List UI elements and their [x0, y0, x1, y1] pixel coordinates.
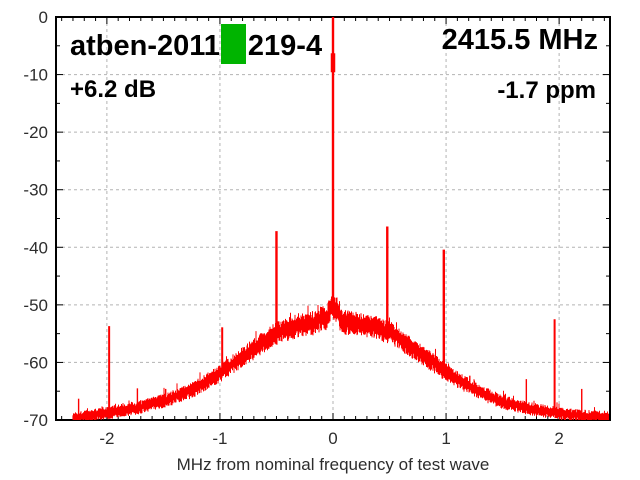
test-board-title: atben-2011 219-4: [70, 24, 322, 64]
x-tick-label: 0: [328, 429, 337, 448]
test-board-title-suffix: 219-4: [247, 30, 323, 62]
test-board-title-prefix: atben-2011: [70, 30, 220, 62]
y-tick-label: -10: [23, 66, 48, 85]
power-offset-label: +6.2 dB: [70, 76, 157, 103]
center-frequency-label: 2415.5 MHz: [441, 24, 598, 56]
status-marker-block: [220, 24, 246, 64]
x-axis-title: MHz from nominal frequency of test wave: [177, 455, 490, 474]
y-tick-label: -60: [23, 353, 48, 372]
y-tick-label: -70: [23, 411, 48, 430]
y-tick-label: 0: [39, 8, 48, 27]
y-tick-label: -30: [23, 181, 48, 200]
frequency-error-label: -1.7 ppm: [497, 77, 596, 104]
y-tick-label: -20: [23, 123, 48, 142]
x-tick-label: 1: [441, 429, 450, 448]
y-tick-label: -40: [23, 238, 48, 257]
spectrum-noise-trace: [72, 296, 609, 420]
y-tick-label: -50: [23, 296, 48, 315]
x-tick-label: -2: [99, 429, 114, 448]
x-tick-label: -1: [212, 429, 227, 448]
x-tick-label: 2: [554, 429, 563, 448]
